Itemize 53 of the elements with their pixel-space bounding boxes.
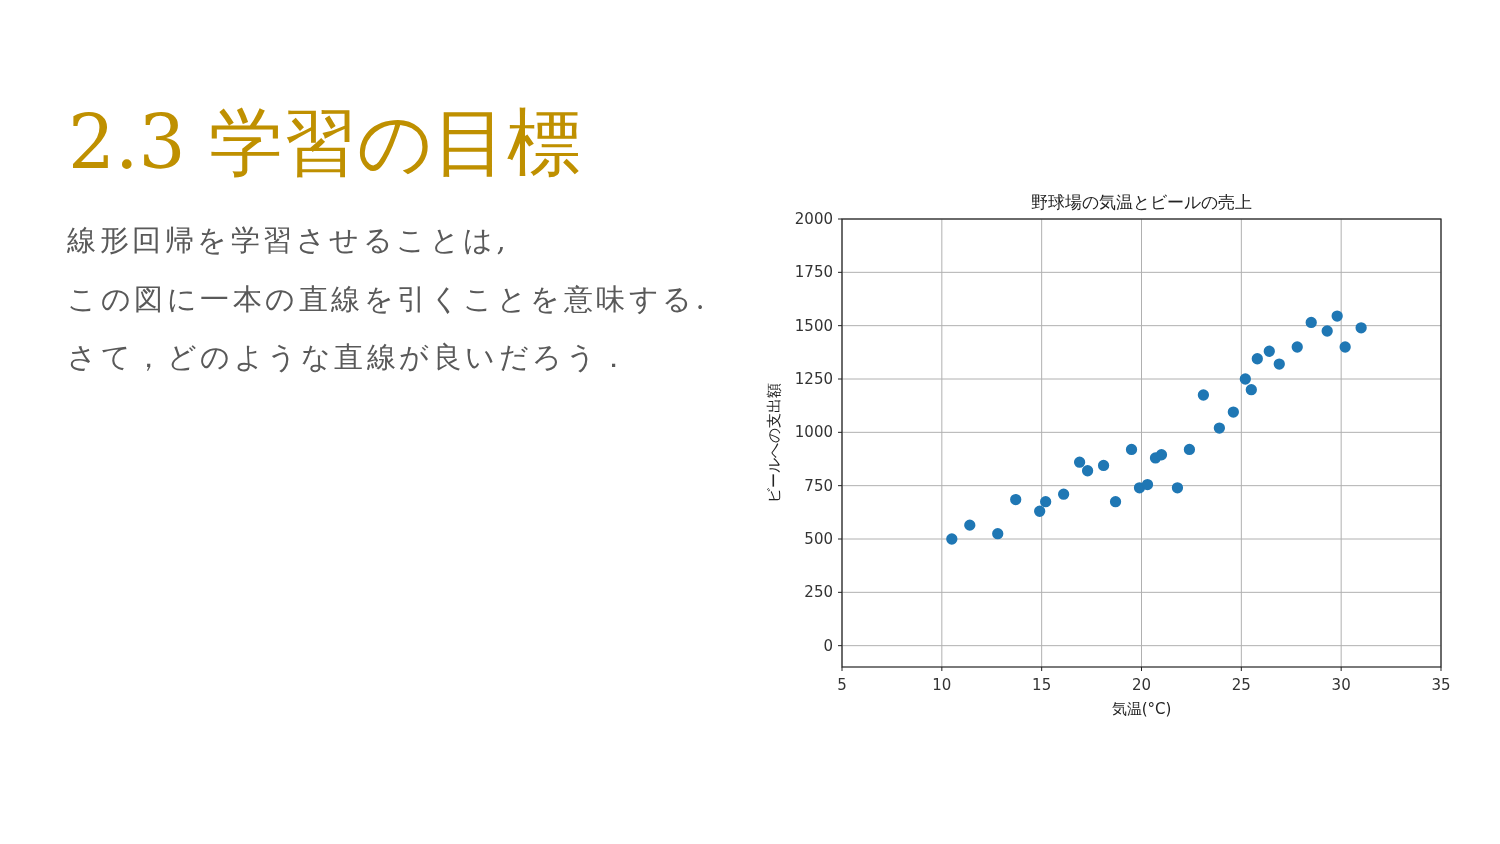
point — [1141, 478, 1154, 491]
point — [1010, 493, 1022, 506]
x-tick-label: 10 — [932, 676, 952, 694]
point — [1245, 384, 1257, 396]
chart-title: 野球場の気温とビールの売上 — [1031, 192, 1252, 212]
point — [1355, 322, 1367, 334]
point — [1273, 358, 1285, 370]
point — [1040, 496, 1052, 508]
x-axis-title: 気温(°C) — [1111, 700, 1172, 718]
point — [1339, 341, 1351, 353]
point — [1251, 353, 1263, 365]
x-tick-label: 5 — [837, 676, 847, 694]
point — [1155, 449, 1168, 461]
y-tick-label: 500 — [804, 530, 833, 548]
x-tick-label: 35 — [1431, 676, 1451, 694]
point — [992, 528, 1004, 540]
x-tick-label: 30 — [1331, 676, 1351, 694]
y-axis-title: ビールへの支出額 — [765, 383, 783, 503]
point — [1331, 310, 1343, 322]
point — [1183, 443, 1196, 456]
point — [1227, 406, 1239, 418]
point — [1263, 345, 1275, 357]
y-tick-label: 750 — [804, 476, 833, 495]
point — [1125, 443, 1138, 456]
point — [1305, 316, 1317, 329]
y-tick-label: 1000 — [794, 423, 833, 442]
y-tick-label: 250 — [804, 583, 833, 602]
point — [1171, 482, 1184, 494]
x-tick-label: 20 — [1131, 676, 1152, 694]
text: さて，どのような直線が良いだろう． — [67, 340, 632, 374]
point — [1291, 341, 1303, 353]
text: この図に一本の直線を引くことを意味する. — [67, 281, 709, 316]
point — [1197, 389, 1210, 401]
point — [1057, 488, 1070, 500]
y-tick-label: 0 — [823, 636, 833, 655]
point — [1109, 496, 1122, 508]
point — [946, 533, 958, 545]
y-tick-label: 1750 — [794, 263, 833, 282]
point — [1034, 505, 1046, 517]
point — [1213, 422, 1226, 434]
point — [1097, 459, 1110, 472]
text: 線形回帰を学習させることは, — [66, 223, 510, 257]
y-tick-label: 1500 — [794, 316, 833, 335]
point — [964, 519, 976, 531]
y-tick-label: 2000 — [794, 210, 833, 228]
x-tick-label: 15 — [1032, 676, 1052, 694]
y-tick-label: 1250 — [794, 370, 833, 388]
point — [1239, 373, 1251, 385]
point — [1081, 465, 1094, 477]
point — [1321, 325, 1333, 337]
text: 2.3 学習の目標 — [68, 99, 582, 185]
x-tick-label: 25 — [1231, 676, 1251, 694]
point — [1073, 456, 1086, 468]
